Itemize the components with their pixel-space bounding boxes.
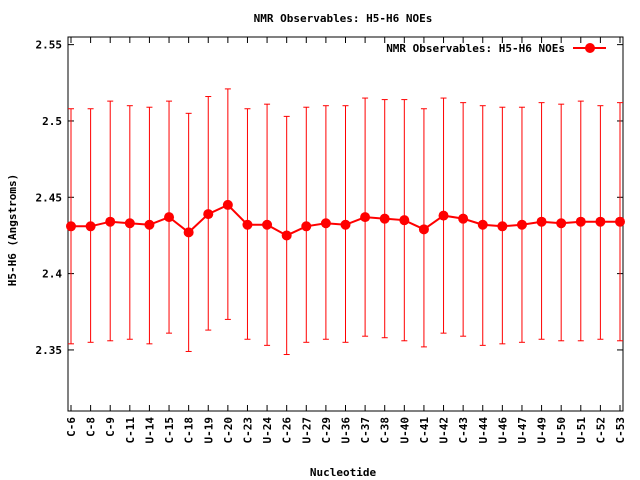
data-point xyxy=(458,213,469,224)
data-point xyxy=(615,216,625,227)
x-tick-label: C-38 xyxy=(379,417,392,444)
x-tick-label: U-46 xyxy=(496,417,509,444)
y-tick-label: 2.5 xyxy=(42,115,62,128)
x-tick-label: U-14 xyxy=(143,417,156,444)
data-point xyxy=(477,219,488,230)
data-point xyxy=(262,219,273,230)
x-tick-label: C-15 xyxy=(163,417,176,444)
data-point xyxy=(124,218,135,229)
x-tick-label: U-42 xyxy=(438,417,451,444)
data-point xyxy=(418,224,429,235)
x-tick-label: U-24 xyxy=(261,417,274,444)
data-point xyxy=(85,221,96,232)
x-tick-label: C-8 xyxy=(85,417,98,437)
axes: 2.35 2.4 2.45 2.5 2.55 C-6 C-8 C-9 C-11 U-14 C-15 C… xyxy=(36,37,627,444)
x-tick-label: U-19 xyxy=(202,417,215,444)
data-point xyxy=(340,219,351,230)
y-tick-label: 2.4 xyxy=(42,268,62,281)
legend: NMR Observables: H5-H6 NOEs xyxy=(386,42,606,55)
series-layer xyxy=(66,199,625,241)
x-tick-label: C-53 xyxy=(614,417,627,444)
data-point xyxy=(66,221,76,232)
data-point xyxy=(222,199,233,210)
data-point xyxy=(536,216,547,227)
x-tick-label: C-52 xyxy=(594,417,607,444)
data-point xyxy=(281,230,292,241)
x-tick-label: U-47 xyxy=(516,417,529,444)
data-point xyxy=(320,218,331,229)
data-point xyxy=(379,213,390,224)
x-tick-label: C-41 xyxy=(418,417,431,444)
legend-marker xyxy=(585,43,595,53)
x-tick-label: C-23 xyxy=(241,417,254,444)
data-point xyxy=(360,212,371,223)
data-point xyxy=(144,219,155,230)
y-tick-label: 2.45 xyxy=(36,191,63,204)
x-tick-label: C-11 xyxy=(124,417,137,444)
x-tick-label: U-36 xyxy=(340,417,353,444)
data-point xyxy=(575,216,586,227)
data-point xyxy=(105,216,116,227)
data-point xyxy=(203,209,214,220)
data-point xyxy=(438,210,449,221)
data-point xyxy=(399,215,410,226)
data-point xyxy=(516,219,527,230)
x-tick-label: U-27 xyxy=(300,417,313,444)
x-tick-label: C-6 xyxy=(65,417,78,437)
x-tick-label: U-49 xyxy=(536,417,549,444)
x-tick-label: C-18 xyxy=(183,417,196,444)
y-axis-label: H5-H6 (Angstroms) xyxy=(6,174,19,287)
x-tick-label: C-37 xyxy=(359,417,372,444)
x-tick-label: C-26 xyxy=(281,417,294,444)
x-tick-label: U-40 xyxy=(398,417,411,444)
data-point xyxy=(183,227,194,238)
data-point xyxy=(301,221,312,232)
data-point xyxy=(242,219,253,230)
x-tick-label: C-29 xyxy=(320,417,333,444)
y-tick-label: 2.35 xyxy=(36,344,63,357)
x-tick-label: U-44 xyxy=(477,417,490,444)
chart-title: NMR Observables: H5-H6 NOEs xyxy=(254,12,433,25)
x-axis-label: Nucleotide xyxy=(310,466,377,479)
data-point xyxy=(497,221,508,232)
data-point xyxy=(595,216,606,227)
x-tick-label: U-50 xyxy=(555,417,568,444)
y-tick-label: 2.55 xyxy=(36,39,63,52)
x-tick-label: C-9 xyxy=(104,417,117,437)
x-tick-label: C-20 xyxy=(222,417,235,444)
x-tick-label: U-51 xyxy=(575,417,588,444)
x-tick-label: C-43 xyxy=(457,417,470,444)
data-point xyxy=(164,212,175,223)
data-point xyxy=(556,218,567,229)
legend-label: NMR Observables: H5-H6 NOEs xyxy=(386,42,565,55)
